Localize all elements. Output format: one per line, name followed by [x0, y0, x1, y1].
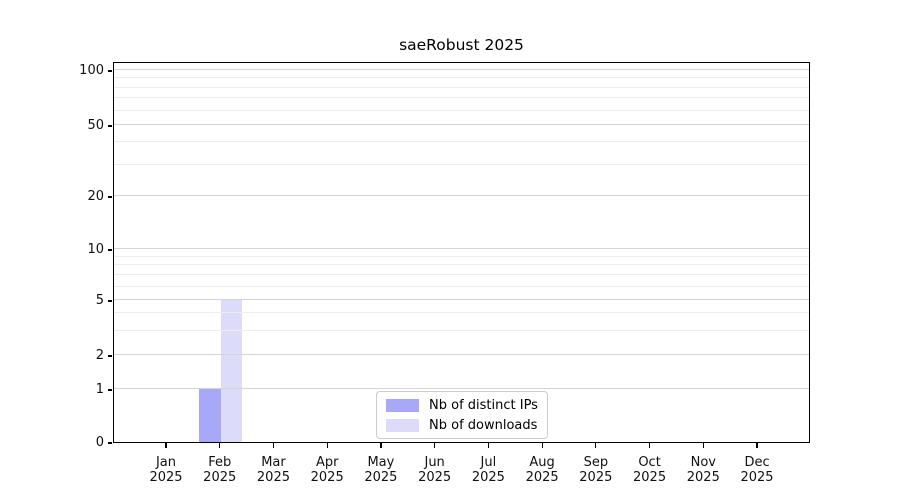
x-tick-label: Jul 2025: [456, 455, 520, 485]
y-tick: [107, 70, 113, 72]
x-tick: [487, 443, 489, 448]
chart: Jan 2025 Feb 2025 Mar 2025 Apr 2025 May 2025 Jun 20…: [79, 62, 810, 485]
x-tick: [380, 443, 382, 448]
x-tick: [434, 443, 436, 448]
x-tick-label: Mar 2025: [241, 455, 305, 485]
major-gridline: [114, 69, 809, 70]
minor-gridline: [114, 274, 809, 275]
legend-swatch-distinct-ips: [386, 398, 419, 412]
x-tick-label-year: 2025: [740, 470, 774, 485]
chart-title: saeRobust 2025: [399, 36, 524, 54]
x-tick-label-month: Aug: [529, 455, 555, 470]
x-tick-label-year: 2025: [364, 470, 398, 485]
minor-gridline: [114, 87, 809, 88]
major-gridline: [114, 299, 809, 300]
x-tick: [702, 443, 704, 448]
x-tick-label-month: Apr: [315, 455, 339, 470]
x-tick-label-month: Nov: [690, 455, 716, 470]
x-tick-label-month: Jan: [155, 455, 177, 470]
y-tick: [107, 249, 113, 251]
minor-gridline: [114, 77, 809, 78]
minor-gridline: [114, 286, 809, 287]
y-tick-label: 50: [87, 118, 104, 133]
x-tick-label-month: Feb: [208, 455, 232, 470]
x-tick-label: Feb 2025: [188, 455, 252, 485]
x-tick-label: Nov 2025: [671, 455, 735, 485]
legend-label-downloads: Nb of downloads: [429, 417, 538, 433]
x-tick-label-year: 2025: [633, 470, 667, 485]
x-tick: [595, 443, 597, 448]
major-gridline: [114, 354, 809, 355]
x-tick-label-month: Oct: [638, 455, 661, 470]
x-tick-label: Aug 2025: [510, 455, 574, 485]
y-tick: [107, 196, 113, 198]
x-tick-label-month: Mar: [261, 455, 286, 470]
x-tick: [219, 443, 221, 448]
major-gridline: [114, 248, 809, 249]
x-tick-label: Jan 2025: [134, 455, 198, 485]
x-tick-label-month: Sep: [583, 455, 609, 470]
x-tick-label: Sep 2025: [564, 455, 628, 485]
y-tick-label: 5: [95, 293, 104, 308]
x-tick-label-year: 2025: [686, 470, 720, 485]
legend-label-distinct-ips: Nb of distinct IPs: [429, 397, 538, 413]
minor-gridline: [114, 312, 809, 313]
plot-area: [113, 62, 810, 443]
y-tick: [107, 355, 113, 357]
y-tick: [107, 389, 113, 391]
y-tick-label: 2: [95, 348, 104, 363]
x-tick-label-month: Dec: [744, 455, 770, 470]
x-tick-label-year: 2025: [149, 470, 183, 485]
x-tick-label-month: May: [367, 455, 395, 470]
x-tick-label-year: 2025: [471, 470, 505, 485]
x-tick: [272, 443, 275, 448]
legend-row: Nb of distinct IPs: [386, 397, 538, 413]
x-tick: [648, 443, 651, 448]
x-tick: [756, 443, 758, 448]
minor-gridline: [114, 164, 809, 165]
x-tick-label: Jun 2025: [403, 455, 467, 485]
x-tick-label-year: 2025: [256, 470, 290, 485]
minor-gridline: [114, 97, 809, 98]
x-tick-label-year: 2025: [525, 470, 559, 485]
y-tick: [107, 125, 113, 127]
x-tick-label-year: 2025: [203, 470, 237, 485]
minor-gridline: [114, 264, 809, 265]
minor-gridline: [114, 330, 809, 331]
minor-gridline: [114, 256, 809, 257]
bar-nb-of-distinct-ips: [199, 389, 221, 442]
minor-gridline: [114, 110, 809, 111]
y-tick-label: 10: [87, 242, 104, 257]
x-tick-label-year: 2025: [418, 470, 452, 485]
minor-gridline: [114, 141, 809, 142]
x-tick-label: Dec 2025: [725, 455, 789, 485]
x-tick-label: May 2025: [349, 455, 413, 485]
x-tick-label-year: 2025: [579, 470, 613, 485]
bar-nb-of-downloads: [220, 300, 243, 442]
x-tick: [326, 443, 328, 448]
major-gridline: [114, 124, 809, 125]
y-tick: [107, 442, 113, 444]
y-tick-label: 0: [95, 435, 104, 450]
x-tick-label: Oct 2025: [618, 455, 682, 485]
x-tick: [541, 443, 543, 448]
y-tick-label: 1: [95, 382, 104, 397]
y-tick-label: 20: [87, 189, 104, 204]
x-tick-label-month: Jun: [424, 455, 445, 470]
legend: Nb of distinct IPs Nb of downloads: [376, 391, 548, 439]
y-tick: [107, 300, 113, 302]
x-tick-label-year: 2025: [310, 470, 344, 485]
x-tick: [165, 443, 167, 448]
y-tick-label: 100: [79, 63, 104, 78]
x-tick-label: Apr 2025: [295, 455, 359, 485]
legend-swatch-downloads: [386, 418, 419, 432]
legend-row: Nb of downloads: [386, 417, 538, 433]
x-tick-label-month: Jul: [480, 455, 497, 470]
major-gridline: [114, 195, 809, 196]
